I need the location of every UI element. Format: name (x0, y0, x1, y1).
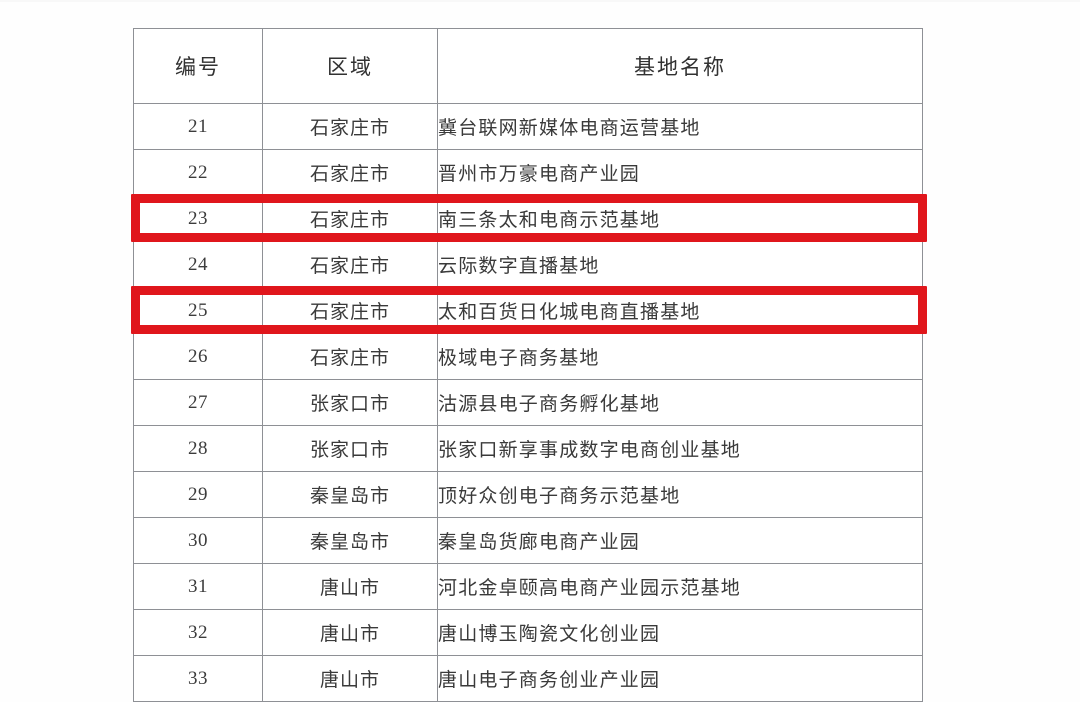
cell-area: 石家庄市 (262, 195, 438, 242)
column-header-name: 基地名称 (437, 28, 923, 104)
table-row: 28 张家口市 张家口新享事成数字电商创业基地 (133, 425, 923, 472)
column-header-id: 编号 (133, 28, 263, 104)
cell-base-name: 晋州市万豪电商产业园 (437, 149, 923, 196)
table-header-row: 编号 区域 基地名称 (133, 28, 923, 104)
table-row: 33 唐山市 唐山电子商务创业产业园 (133, 655, 923, 702)
table-row: 23 石家庄市 南三条太和电商示范基地 (133, 195, 923, 242)
cell-area: 石家庄市 (262, 333, 438, 380)
table-row: 21 石家庄市 冀台联网新媒体电商运营基地 (133, 103, 923, 150)
cell-base-name: 冀台联网新媒体电商运营基地 (437, 103, 923, 150)
table-row: 29 秦皇岛市 顶好众创电子商务示范基地 (133, 471, 923, 518)
cell-id: 33 (133, 655, 263, 702)
base-list-table-container: 编号 区域 基地名称 21 石家庄市 冀台联网新媒体电商运营基地 22 石家庄市 晋州市万… (133, 28, 923, 702)
table-header: 编号 区域 基地名称 (133, 28, 923, 104)
cell-base-name: 唐山电子商务创业产业园 (437, 655, 923, 702)
cell-area: 石家庄市 (262, 241, 438, 288)
column-header-area: 区域 (262, 28, 438, 104)
cell-base-name: 沽源县电子商务孵化基地 (437, 379, 923, 426)
cell-base-name: 云际数字直播基地 (437, 241, 923, 288)
cell-id: 27 (133, 379, 263, 426)
table-row: 27 张家口市 沽源县电子商务孵化基地 (133, 379, 923, 426)
cell-area: 唐山市 (262, 655, 438, 702)
cell-area: 张家口市 (262, 425, 438, 472)
cell-id: 30 (133, 517, 263, 564)
cell-id: 29 (133, 471, 263, 518)
cell-id: 21 (133, 103, 263, 150)
scan-streak (0, 0, 1080, 2)
cell-id: 24 (133, 241, 263, 288)
cell-id: 26 (133, 333, 263, 380)
cell-area: 唐山市 (262, 563, 438, 610)
table-row: 25 石家庄市 太和百货日化城电商直播基地 (133, 287, 923, 334)
cell-id: 31 (133, 563, 263, 610)
cell-base-name: 张家口新享事成数字电商创业基地 (437, 425, 923, 472)
table-row: 32 唐山市 唐山博玉陶瓷文化创业园 (133, 609, 923, 656)
table-row: 24 石家庄市 云际数字直播基地 (133, 241, 923, 288)
cell-base-name: 太和百货日化城电商直播基地 (437, 287, 923, 334)
cell-base-name: 南三条太和电商示范基地 (437, 195, 923, 242)
cell-id: 32 (133, 609, 263, 656)
cell-area: 唐山市 (262, 609, 438, 656)
table-row: 26 石家庄市 极域电子商务基地 (133, 333, 923, 380)
cell-base-name: 顶好众创电子商务示范基地 (437, 471, 923, 518)
cell-base-name: 极域电子商务基地 (437, 333, 923, 380)
table-body: 21 石家庄市 冀台联网新媒体电商运营基地 22 石家庄市 晋州市万豪电商产业园 23 石家庄… (133, 103, 923, 702)
cell-area: 石家庄市 (262, 103, 438, 150)
cell-area: 石家庄市 (262, 287, 438, 334)
cell-area: 石家庄市 (262, 149, 438, 196)
table-row: 31 唐山市 河北金卓颐高电商产业园示范基地 (133, 563, 923, 610)
cell-base-name: 河北金卓颐高电商产业园示范基地 (437, 563, 923, 610)
cell-area: 秦皇岛市 (262, 517, 438, 564)
cell-base-name: 秦皇岛货廊电商产业园 (437, 517, 923, 564)
cell-area: 张家口市 (262, 379, 438, 426)
cell-id: 28 (133, 425, 263, 472)
cell-base-name: 唐山博玉陶瓷文化创业园 (437, 609, 923, 656)
base-list-table: 编号 区域 基地名称 21 石家庄市 冀台联网新媒体电商运营基地 22 石家庄市 晋州市万… (133, 28, 923, 702)
cell-id: 25 (133, 287, 263, 334)
cell-area: 秦皇岛市 (262, 471, 438, 518)
cell-id: 22 (133, 149, 263, 196)
table-row: 30 秦皇岛市 秦皇岛货廊电商产业园 (133, 517, 923, 564)
table-row: 22 石家庄市 晋州市万豪电商产业园 (133, 149, 923, 196)
cell-id: 23 (133, 195, 263, 242)
